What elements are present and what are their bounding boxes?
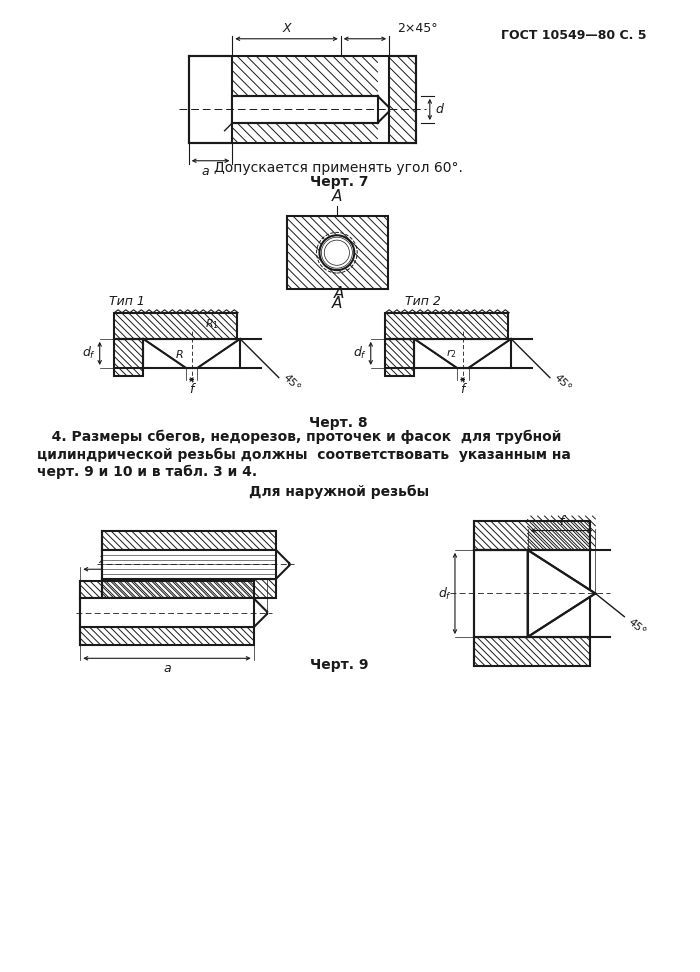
Text: R: R: [536, 578, 543, 589]
Bar: [389, 56, 416, 143]
Text: $r_2$: $r_2$: [446, 347, 456, 361]
Text: 45°: 45°: [281, 372, 302, 394]
Text: ГОСТ 10549—80 С. 5: ГОСТ 10549—80 С. 5: [501, 29, 647, 42]
Bar: [475, 550, 591, 637]
Text: R: R: [176, 350, 184, 361]
Text: 45°: 45°: [626, 616, 648, 637]
Text: a: a: [202, 164, 209, 178]
Bar: [286, 216, 388, 289]
Bar: [102, 579, 276, 599]
Text: A: A: [332, 296, 342, 311]
Text: Допускается применять угол 60°.: Допускается применять угол 60°.: [214, 160, 463, 175]
Bar: [80, 581, 253, 599]
Text: X: X: [282, 22, 290, 35]
Bar: [80, 599, 253, 627]
Text: 2×45°: 2×45°: [397, 22, 438, 35]
Bar: [114, 313, 237, 339]
Text: черт. 9 и 10 и в табл. 3 и 4.: черт. 9 и 10 и в табл. 3 и 4.: [37, 465, 257, 479]
Bar: [232, 96, 377, 123]
Bar: [385, 313, 508, 339]
Polygon shape: [468, 339, 511, 367]
Text: A: A: [332, 190, 342, 204]
Text: Тип 2: Тип 2: [405, 295, 440, 308]
Text: 4. Размеры сбегов, недорезов, проточек и фасок  для трубной: 4. Размеры сбегов, недорезов, проточек и…: [37, 430, 561, 444]
Bar: [385, 339, 414, 375]
Text: $d_f$: $d_f$: [438, 585, 452, 602]
Text: d: d: [435, 103, 444, 116]
Circle shape: [319, 235, 354, 270]
Text: цилиндрической резьбы должны  соответствовать  указанным на: цилиндрической резьбы должны соответство…: [37, 447, 570, 462]
Bar: [102, 531, 276, 550]
Bar: [475, 637, 591, 666]
Bar: [475, 521, 591, 550]
Text: A: A: [334, 286, 344, 301]
Text: 2× 45°: 2× 45°: [129, 553, 174, 567]
Text: f: f: [559, 514, 564, 528]
Text: a: a: [163, 662, 171, 676]
Text: f: f: [190, 383, 194, 397]
Text: f: f: [461, 383, 465, 397]
Polygon shape: [197, 339, 240, 367]
Polygon shape: [189, 56, 232, 143]
Bar: [102, 550, 276, 579]
Text: $R_1$: $R_1$: [533, 598, 547, 612]
Text: $d_f$: $d_f$: [82, 345, 96, 362]
Text: Черт. 7: Черт. 7: [309, 175, 368, 190]
Text: $d_f$: $d_f$: [353, 345, 367, 362]
Polygon shape: [414, 339, 457, 367]
Text: Тип 1: Тип 1: [109, 295, 146, 308]
Polygon shape: [528, 550, 595, 637]
Text: x: x: [99, 553, 106, 567]
Text: Черт. 8: Черт. 8: [309, 416, 368, 431]
Bar: [80, 627, 253, 644]
Text: 45°: 45°: [552, 372, 573, 394]
Polygon shape: [144, 339, 186, 367]
Bar: [114, 339, 144, 375]
Text: $R_1$: $R_1$: [205, 317, 219, 331]
Text: Для наружной резьбы: Для наружной резьбы: [248, 485, 429, 500]
Text: Черт. 9: Черт. 9: [309, 658, 368, 673]
